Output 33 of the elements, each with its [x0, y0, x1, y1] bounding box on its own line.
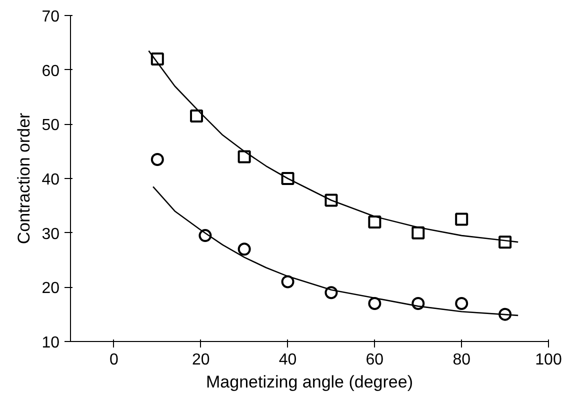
point — [412, 226, 425, 240]
x-tick-label: 80 — [452, 352, 471, 368]
x-tick-label: 60 — [366, 352, 384, 368]
point — [198, 229, 212, 242]
point — [324, 194, 338, 207]
y-tick-label: 60 — [42, 62, 60, 80]
y-tick-label: 50 — [42, 117, 60, 134]
x-tick-label: 20 — [192, 352, 210, 368]
point — [455, 296, 468, 310]
y-tick-label: 20 — [42, 280, 60, 298]
point — [281, 172, 294, 185]
y-axis-title: Contraction order — [14, 112, 34, 244]
y-tick-label: 10 — [42, 334, 60, 352]
point — [498, 308, 512, 321]
y-tick-label: 40 — [42, 172, 60, 188]
point — [150, 152, 164, 166]
point — [455, 212, 468, 226]
x-tick-label: 100 — [535, 352, 562, 368]
x-axis-title: Magnetizing angle (degree) — [206, 372, 413, 392]
point — [238, 242, 251, 256]
x-tick-label: 0 — [110, 352, 119, 368]
point — [368, 296, 382, 310]
point — [190, 110, 204, 123]
point — [281, 275, 294, 288]
point — [498, 236, 512, 249]
point — [238, 150, 251, 164]
y-tick-label: 70 — [42, 8, 60, 26]
point — [412, 296, 425, 310]
y-tick-label: 30 — [42, 226, 60, 243]
x-tick-label: 40 — [278, 352, 297, 368]
point — [324, 286, 338, 300]
point — [150, 52, 164, 66]
point — [368, 215, 382, 228]
